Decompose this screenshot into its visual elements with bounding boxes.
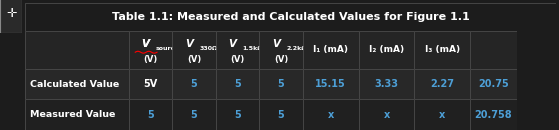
Text: I₃ (mA): I₃ (mA) bbox=[425, 46, 460, 54]
Text: 5: 5 bbox=[234, 79, 241, 89]
Text: V: V bbox=[185, 39, 193, 49]
Text: 15.15: 15.15 bbox=[315, 79, 346, 89]
Text: 5: 5 bbox=[234, 110, 241, 120]
Text: 330Ω: 330Ω bbox=[199, 46, 217, 51]
Text: 5: 5 bbox=[191, 110, 197, 120]
Text: (V): (V) bbox=[230, 55, 245, 64]
Text: 5: 5 bbox=[278, 110, 285, 120]
Text: V: V bbox=[272, 39, 280, 49]
Text: 20.758: 20.758 bbox=[475, 110, 513, 120]
Text: Calculated Value: Calculated Value bbox=[30, 80, 120, 89]
Text: I₂ (mA): I₂ (mA) bbox=[369, 46, 404, 54]
Text: 1.5kΩ: 1.5kΩ bbox=[243, 46, 263, 51]
Text: x: x bbox=[439, 110, 446, 120]
Text: 3.33: 3.33 bbox=[375, 79, 399, 89]
Text: V: V bbox=[228, 39, 236, 49]
Text: 5: 5 bbox=[278, 79, 285, 89]
Text: 5: 5 bbox=[191, 79, 197, 89]
Text: V: V bbox=[141, 39, 149, 49]
Text: ✛: ✛ bbox=[6, 7, 16, 20]
Text: 20.75: 20.75 bbox=[478, 79, 509, 89]
Text: 2.2kΩ: 2.2kΩ bbox=[286, 46, 307, 51]
Text: I₁ (mA): I₁ (mA) bbox=[313, 46, 348, 54]
Text: 5: 5 bbox=[147, 110, 154, 120]
Text: V: V bbox=[141, 39, 149, 49]
Text: x: x bbox=[328, 110, 334, 120]
Text: (V): (V) bbox=[143, 55, 158, 64]
Text: source: source bbox=[156, 46, 179, 51]
Text: (V): (V) bbox=[274, 55, 288, 64]
Text: 2.27: 2.27 bbox=[430, 79, 454, 89]
Text: Measured Value: Measured Value bbox=[30, 110, 116, 119]
Text: (V): (V) bbox=[187, 55, 201, 64]
Text: x: x bbox=[383, 110, 390, 120]
Text: 5V: 5V bbox=[143, 79, 158, 89]
Text: Table 1.1: Measured and Calculated Values for Figure 1.1: Table 1.1: Measured and Calculated Value… bbox=[112, 12, 470, 22]
